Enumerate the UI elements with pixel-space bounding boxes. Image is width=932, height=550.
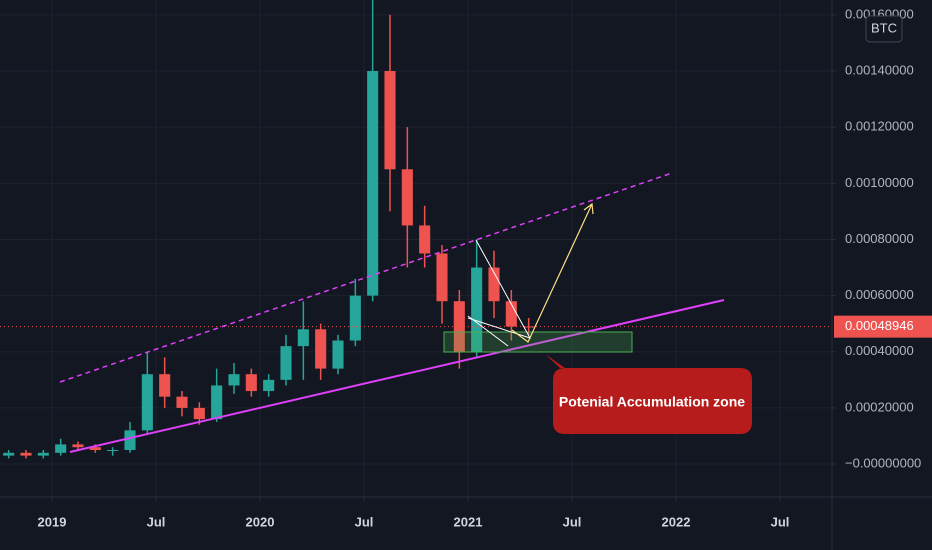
x-tick-label: Jul xyxy=(771,514,790,529)
candle-body xyxy=(228,374,240,386)
wedge-lower xyxy=(467,315,509,347)
candle-body xyxy=(89,447,101,451)
candle-body xyxy=(263,379,275,392)
candle-body xyxy=(297,329,309,347)
candle-body xyxy=(245,374,257,392)
y-tick-label: 0.00040000 xyxy=(845,343,914,358)
x-tick-label: 2021 xyxy=(454,514,483,529)
x-tick-label: Jul xyxy=(147,514,166,529)
y-tick-label: 0.00020000 xyxy=(845,399,914,414)
candle-body xyxy=(107,450,119,452)
y-tick-label: 0.00140000 xyxy=(845,62,914,77)
y-tick-label: 0.00100000 xyxy=(845,175,914,190)
x-tick-label: Jul xyxy=(355,514,374,529)
lower-channel-line xyxy=(69,299,725,453)
candle-body xyxy=(384,71,396,170)
candle-body xyxy=(419,225,431,254)
candle-body xyxy=(3,452,15,456)
candle-body xyxy=(176,396,188,408)
currency-button-label[interactable]: BTC xyxy=(871,20,897,35)
candle-body xyxy=(37,452,49,456)
candle-body xyxy=(72,444,84,448)
candle-body xyxy=(315,329,327,369)
annotation-text: Potenial Accumulation zone xyxy=(559,394,745,410)
candle-body xyxy=(280,346,292,380)
candle-body xyxy=(505,301,517,327)
candle-body xyxy=(20,452,32,456)
candle-body xyxy=(349,295,361,341)
x-tick-label: 2019 xyxy=(38,514,67,529)
candle-body xyxy=(332,340,344,369)
x-tick-label: 2022 xyxy=(662,514,691,529)
arrow-head xyxy=(583,202,594,215)
candle-body xyxy=(55,444,67,453)
candle-body xyxy=(471,267,483,352)
last-price-tag xyxy=(834,315,932,338)
candle-body xyxy=(211,385,223,420)
y-tick-label: 0.00120000 xyxy=(845,119,914,134)
x-tick-label: 2020 xyxy=(246,514,275,529)
accumulation-zone xyxy=(443,331,633,353)
plot-area xyxy=(0,0,832,497)
projection-arrow xyxy=(511,203,593,343)
y-tick-label: −0.00000000 xyxy=(845,455,921,470)
candle-body xyxy=(141,374,153,431)
x-tick-label: Jul xyxy=(563,514,582,529)
candle-body xyxy=(436,253,448,302)
candle-body xyxy=(367,71,379,296)
annotation-callout xyxy=(545,354,752,434)
candle-body xyxy=(453,301,465,352)
y-tick-label: 0.00060000 xyxy=(845,287,914,302)
candle-body xyxy=(193,407,205,420)
y-tick-label: 0.00080000 xyxy=(845,231,914,246)
candle-body xyxy=(401,169,413,226)
axes: −0.00000000 0.00020000 0.00040000 0.0006000… xyxy=(38,6,932,529)
currency-button[interactable] xyxy=(865,15,903,43)
candle-body xyxy=(159,374,171,397)
last-price-label: 0.00048946 xyxy=(845,318,914,333)
candle-body xyxy=(124,430,136,451)
candle-body xyxy=(488,267,500,302)
